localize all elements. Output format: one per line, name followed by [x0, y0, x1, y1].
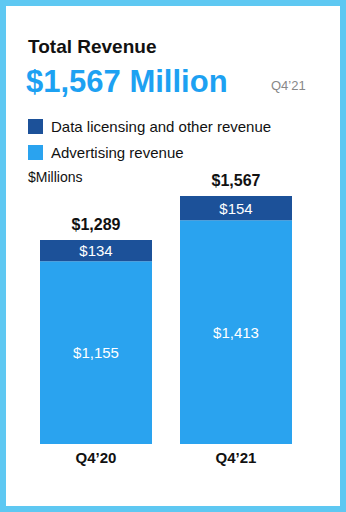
- svg-text:Q4’21: Q4’21: [216, 449, 257, 466]
- html-text:Data licensing and other reven: Data licensing and other revenue: [51, 118, 272, 135]
- html-text:Q4’21: Q4’21: [271, 78, 306, 93]
- svg-text:$1,567: $1,567: [212, 172, 261, 189]
- svg-text:$1,413: $1,413: [213, 324, 259, 341]
- html-text:Total Revenue: Total Revenue: [28, 36, 157, 57]
- svg-text:$154: $154: [219, 200, 252, 217]
- html-text:Advertising revenue: Advertising revenue: [51, 144, 184, 161]
- svg-text:Q4’20: Q4’20: [76, 449, 117, 466]
- svg-text:$134: $134: [79, 242, 112, 259]
- html-text:$1,567 Million: $1,567 Million: [26, 64, 228, 99]
- svg-text:$1,289: $1,289: [72, 216, 121, 233]
- html-text:$Millions: $Millions: [28, 169, 83, 185]
- svg-text:$1,155: $1,155: [73, 344, 119, 361]
